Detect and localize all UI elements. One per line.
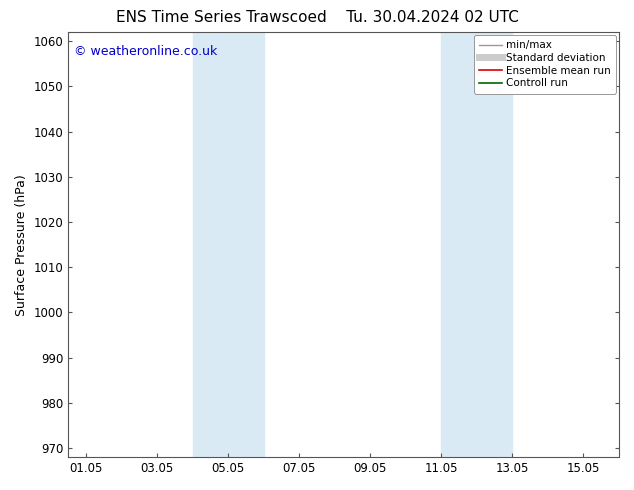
- Bar: [193, 32, 264, 457]
- Text: ENS Time Series Trawscoed    Tu. 30.04.2024 02 UTC: ENS Time Series Trawscoed Tu. 30.04.2024…: [115, 10, 519, 25]
- Legend: min/max, Standard deviation, Ensemble mean run, Controll run: min/max, Standard deviation, Ensemble me…: [474, 35, 616, 94]
- Bar: [441, 32, 512, 457]
- Text: © weatheronline.co.uk: © weatheronline.co.uk: [74, 45, 217, 58]
- Y-axis label: Surface Pressure (hPa): Surface Pressure (hPa): [15, 174, 28, 316]
